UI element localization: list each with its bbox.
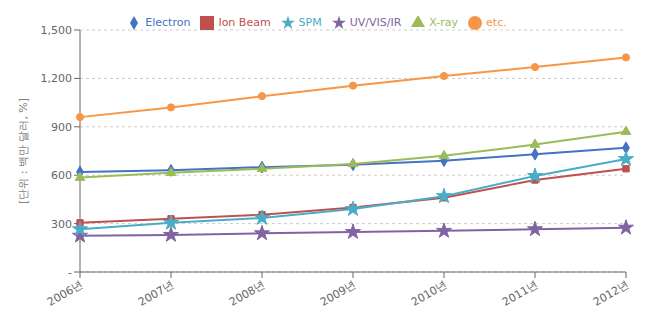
html-text:UV/VIS/IR: UV/VIS/IR [349, 16, 402, 29]
svg-text:-: - [68, 266, 72, 279]
svg-text:2008년: 2008년 [227, 278, 267, 309]
html-text:SPM: SPM [298, 16, 322, 29]
svg-text:600: 600 [51, 169, 72, 182]
svg-text:300: 300 [51, 218, 72, 231]
html-text:Ion Beam: Ion Beam [218, 16, 271, 29]
html-text:X-ray: X-ray [429, 16, 459, 29]
svg-text:2012년: 2012년 [591, 278, 631, 309]
svg-text:2010년: 2010년 [409, 278, 449, 309]
svg-text:1,200: 1,200 [41, 72, 73, 85]
svg-text:2006년: 2006년 [45, 278, 85, 309]
svg-text:900: 900 [51, 121, 72, 134]
html-text:etc.: etc. [486, 16, 507, 29]
svg-text:2007년: 2007년 [136, 278, 176, 309]
svg-text:2009년: 2009년 [318, 278, 358, 309]
svg-text:2011년: 2011년 [500, 278, 540, 309]
svg-text:[단위 : 백만 달러, %]: [단위 : 백만 달러, %] [17, 98, 30, 204]
svg-text:1,500: 1,500 [41, 24, 73, 37]
html-text:Electron: Electron [145, 16, 191, 29]
